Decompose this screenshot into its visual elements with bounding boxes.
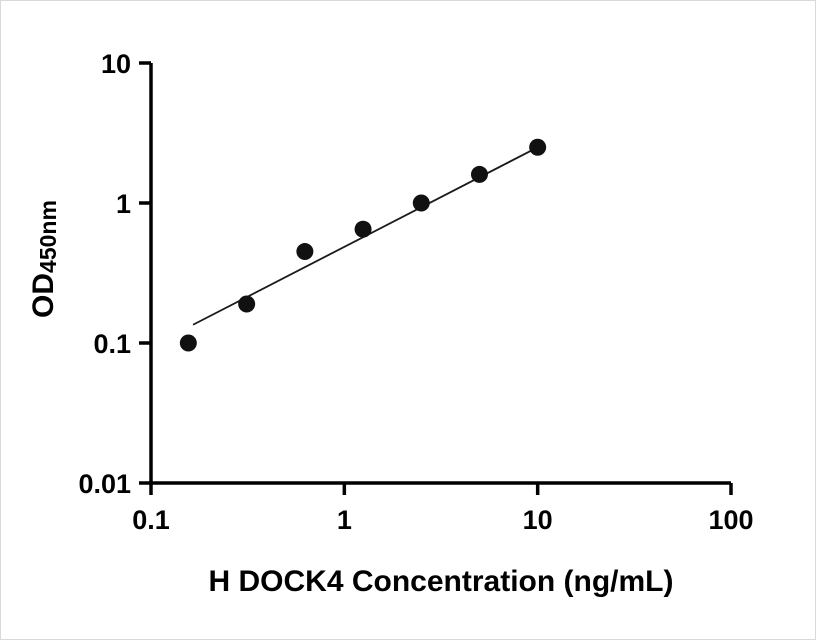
y-tick-label: 0.01 bbox=[78, 469, 131, 499]
y-tick-label: 0.1 bbox=[93, 329, 131, 359]
data-point bbox=[354, 220, 372, 238]
series-layer bbox=[179, 138, 547, 352]
axes-layer bbox=[149, 63, 731, 485]
y-tick-label: 1 bbox=[116, 189, 131, 219]
y-axis-title: OD450nm bbox=[27, 200, 61, 318]
data-point bbox=[238, 295, 256, 313]
x-tick-label: 10 bbox=[523, 505, 553, 535]
data-point bbox=[412, 194, 430, 212]
data-point bbox=[179, 334, 197, 352]
data-point bbox=[470, 165, 488, 183]
x-tick-label: 1 bbox=[337, 505, 352, 535]
y-axis-title-main: OD bbox=[27, 273, 60, 318]
x-axis-title: H DOCK4 Concentration (ng/mL) bbox=[209, 565, 674, 598]
x-tick-label: 0.1 bbox=[132, 505, 170, 535]
x-tick-label: 100 bbox=[708, 505, 753, 535]
y-axis-title-sub: 450nm bbox=[35, 200, 61, 273]
data-point bbox=[296, 243, 314, 261]
data-point bbox=[529, 138, 547, 156]
y-tick-label: 10 bbox=[101, 49, 131, 79]
ticks-layer bbox=[139, 61, 733, 495]
